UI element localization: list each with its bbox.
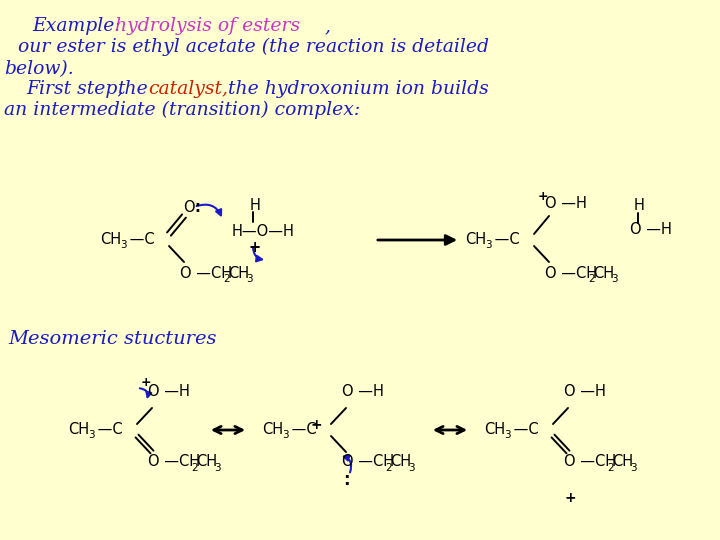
Text: 2: 2 <box>385 463 392 473</box>
Text: 2: 2 <box>191 463 197 473</box>
Text: the hydroxonium ion builds: the hydroxonium ion builds <box>228 80 489 98</box>
Text: —C: —C <box>287 422 317 437</box>
Text: an intermediate (transition) complex:: an intermediate (transition) complex: <box>4 101 360 119</box>
FancyArrowPatch shape <box>253 248 262 261</box>
Text: Example:: Example: <box>32 17 121 35</box>
Text: O —CH: O —CH <box>148 455 200 469</box>
Text: 3: 3 <box>630 463 636 473</box>
Text: ,: , <box>325 17 331 35</box>
Text: 2: 2 <box>588 274 595 284</box>
Text: O —CH: O —CH <box>342 455 394 469</box>
FancyArrowPatch shape <box>140 388 151 397</box>
Text: +: + <box>538 191 549 204</box>
Text: CH: CH <box>68 422 89 437</box>
Text: our ester is ethyl acetate (the reaction is detailed: our ester is ethyl acetate (the reaction… <box>18 38 489 56</box>
Text: O —CH: O —CH <box>180 266 232 280</box>
Text: 3: 3 <box>88 430 94 440</box>
Text: O —H: O —H <box>564 384 606 400</box>
Text: CH: CH <box>228 266 249 280</box>
Text: CH: CH <box>100 233 121 247</box>
Text: +: + <box>564 491 575 505</box>
Text: CH: CH <box>196 455 217 469</box>
Text: O —H: O —H <box>342 384 384 400</box>
Text: O —H: O —H <box>545 197 587 212</box>
Text: :: : <box>194 199 200 214</box>
Text: hydrolysis of esters: hydrolysis of esters <box>115 17 300 35</box>
Text: below).: below). <box>4 60 73 78</box>
Text: O —H: O —H <box>630 222 672 238</box>
Text: H: H <box>250 198 261 213</box>
Text: 3: 3 <box>408 463 415 473</box>
Text: 3: 3 <box>504 430 510 440</box>
Text: —C: —C <box>125 233 155 247</box>
FancyArrowPatch shape <box>344 456 351 472</box>
Text: —C: —C <box>490 233 520 247</box>
Text: +: + <box>310 418 322 432</box>
Text: 3: 3 <box>485 240 492 250</box>
Text: 3: 3 <box>246 274 253 284</box>
Text: H—O—H: H—O—H <box>232 225 295 240</box>
Text: CH: CH <box>612 455 633 469</box>
Text: 3: 3 <box>120 240 127 250</box>
FancyArrowPatch shape <box>197 205 221 215</box>
Text: catalyst,: catalyst, <box>148 80 228 98</box>
Text: 2: 2 <box>223 274 230 284</box>
Text: :: : <box>343 471 350 489</box>
Text: the: the <box>118 80 149 98</box>
Text: 3: 3 <box>282 430 289 440</box>
Text: CH: CH <box>484 422 505 437</box>
Text: CH: CH <box>465 233 486 247</box>
Text: —C: —C <box>509 422 539 437</box>
Text: O: O <box>183 199 194 214</box>
Text: +: + <box>248 240 260 254</box>
Text: CH: CH <box>593 266 614 280</box>
Text: Mesomeric stuctures: Mesomeric stuctures <box>8 330 217 348</box>
Text: First step,: First step, <box>26 80 123 98</box>
Text: 3: 3 <box>214 463 220 473</box>
Text: O —CH: O —CH <box>564 455 616 469</box>
Text: 2: 2 <box>607 463 613 473</box>
Text: 3: 3 <box>611 274 618 284</box>
Text: +: + <box>141 375 152 388</box>
Text: O —CH: O —CH <box>545 266 597 280</box>
Text: CH: CH <box>390 455 411 469</box>
Text: CH: CH <box>262 422 283 437</box>
Text: H: H <box>634 198 645 213</box>
Text: O —H: O —H <box>148 384 190 400</box>
Text: —C: —C <box>93 422 122 437</box>
